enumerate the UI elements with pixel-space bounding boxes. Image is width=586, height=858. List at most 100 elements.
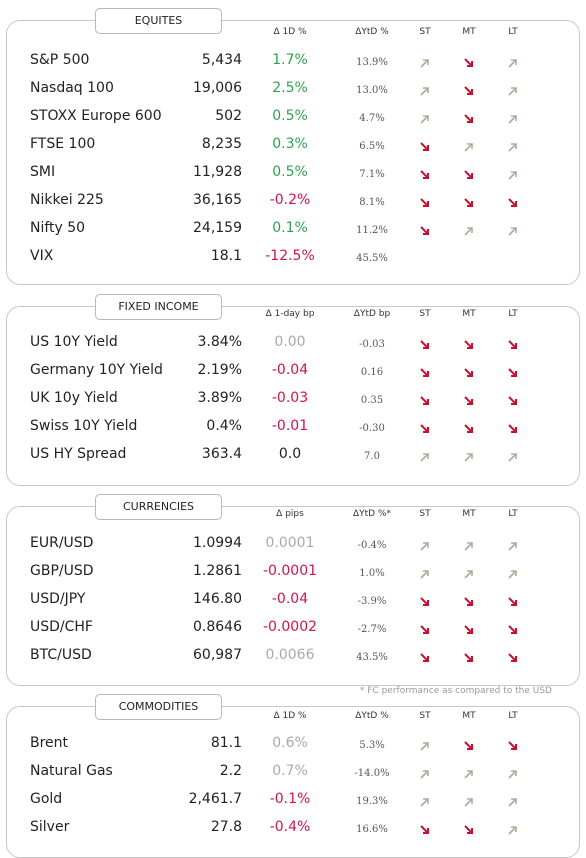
trend-arrow-down xyxy=(507,392,519,405)
trend-arrow-down xyxy=(463,364,475,377)
row-value: 11,928 xyxy=(193,164,242,180)
column-header: ΔYtD %* xyxy=(352,509,392,519)
trend-arrow-up xyxy=(419,54,431,68)
column-header: MT xyxy=(462,309,476,319)
trend-arrow-down xyxy=(463,649,475,662)
column-header: Δ 1-day bp xyxy=(265,309,315,319)
row-change: -0.03 xyxy=(271,390,309,406)
trend-arrow-down xyxy=(463,392,475,405)
arrow-icon xyxy=(464,625,473,634)
arrow-icon xyxy=(464,770,473,779)
arrow-icon xyxy=(464,653,473,662)
arrow-icon xyxy=(464,86,473,95)
row-name: BTC/USD xyxy=(30,647,92,663)
arrow-icon xyxy=(508,171,517,180)
section-box xyxy=(6,706,580,858)
arrow-icon xyxy=(508,396,517,405)
trend-arrow-down xyxy=(419,649,431,662)
trend-arrow-down xyxy=(507,336,519,349)
row-value: 1.2861 xyxy=(193,563,242,579)
row-change: 0.1% xyxy=(272,220,308,236)
row-value: 18.1 xyxy=(210,248,242,264)
trend-arrow-up xyxy=(463,765,475,779)
column-header: ST xyxy=(419,27,431,37)
arrow-icon xyxy=(420,368,429,377)
column-header: Δ 1D % xyxy=(273,27,307,37)
arrow-icon xyxy=(508,570,517,579)
trend-arrow-down xyxy=(419,166,431,179)
trend-arrow-up xyxy=(507,765,519,779)
row-value: 5,434 xyxy=(201,52,242,68)
row-ytd: 43.5% xyxy=(356,652,388,663)
arrow-icon xyxy=(508,826,517,835)
row-change: -0.04 xyxy=(271,362,309,378)
column-header: MT xyxy=(462,27,476,37)
row-change: 0.7% xyxy=(272,763,308,779)
trend-arrow-up xyxy=(419,110,431,124)
row-ytd: -0.03 xyxy=(359,339,385,350)
trend-arrow-down xyxy=(419,392,431,405)
row-change: 0.5% xyxy=(272,108,308,124)
row-change: 1.7% xyxy=(272,52,308,68)
trend-arrow-up xyxy=(507,110,519,124)
row-ytd: -14.0% xyxy=(354,768,390,779)
row-change: -0.0001 xyxy=(262,563,318,579)
column-header: Δ pips xyxy=(276,509,304,519)
column-header: LT xyxy=(508,309,518,319)
arrow-icon xyxy=(420,198,429,207)
arrow-icon xyxy=(508,542,517,551)
trend-arrow-up xyxy=(419,537,431,551)
row-change: 0.00 xyxy=(274,334,306,350)
trend-arrow-down xyxy=(507,194,519,207)
row-value: 8,235 xyxy=(201,136,242,152)
arrow-icon xyxy=(508,340,517,349)
row-ytd: 6.5% xyxy=(359,141,385,152)
section-box xyxy=(6,306,580,486)
trend-arrow-down xyxy=(463,54,475,67)
arrow-icon xyxy=(508,653,517,662)
column-header: MT xyxy=(462,509,476,519)
row-value: 27.8 xyxy=(210,819,242,835)
row-ytd: 1.0% xyxy=(359,568,385,579)
column-header: ST xyxy=(419,309,431,319)
trend-arrow-up xyxy=(507,54,519,68)
arrow-icon xyxy=(420,798,429,807)
trend-arrow-down xyxy=(463,593,475,606)
row-name: Nasdaq 100 xyxy=(30,80,114,96)
row-ytd: -0.4% xyxy=(357,540,387,551)
row-name: Nifty 50 xyxy=(30,220,86,236)
row-value: 3.84% xyxy=(197,334,242,350)
trend-arrow-down xyxy=(419,593,431,606)
section-box xyxy=(6,20,580,285)
arrow-icon xyxy=(508,227,517,236)
arrow-icon xyxy=(508,597,517,606)
trend-arrow-down xyxy=(507,649,519,662)
arrow-icon xyxy=(464,368,473,377)
arrow-icon xyxy=(508,424,517,433)
row-change: -0.4% xyxy=(269,819,311,835)
arrow-icon xyxy=(420,115,429,124)
row-change: 0.0 xyxy=(278,446,302,462)
arrow-icon xyxy=(464,396,473,405)
arrow-icon xyxy=(420,226,429,235)
row-value: 502 xyxy=(215,108,242,124)
row-value: 24,159 xyxy=(193,220,242,236)
column-header: LT xyxy=(508,509,518,519)
arrow-icon xyxy=(508,87,517,96)
arrow-icon xyxy=(420,770,429,779)
arrow-icon xyxy=(420,59,429,68)
arrow-icon xyxy=(508,625,517,634)
row-name: Silver xyxy=(30,819,70,835)
trend-arrow-down xyxy=(507,364,519,377)
row-change: -0.04 xyxy=(271,591,309,607)
arrow-icon xyxy=(464,58,473,67)
trend-arrow-up xyxy=(507,222,519,236)
row-change: -0.1% xyxy=(269,791,311,807)
arrow-icon xyxy=(420,542,429,551)
row-value: 36,165 xyxy=(193,192,242,208)
arrow-icon xyxy=(464,143,473,152)
arrow-icon xyxy=(420,742,429,751)
trend-arrow-up xyxy=(419,793,431,807)
row-name: Gold xyxy=(30,791,63,807)
arrow-icon xyxy=(464,170,473,179)
